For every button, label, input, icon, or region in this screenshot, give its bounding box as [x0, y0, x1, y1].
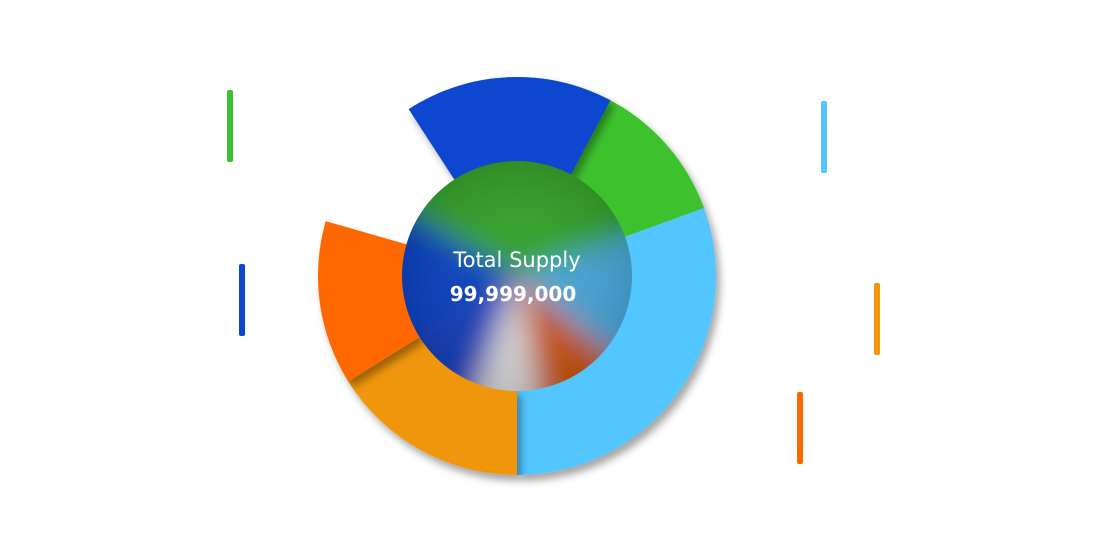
- donut-slice-1: [517, 207, 716, 476]
- legend-marker-green: [227, 90, 233, 162]
- hub-shade: [402, 161, 632, 391]
- legend-marker-blue: [239, 264, 245, 336]
- legend-marker-orange: [797, 392, 803, 464]
- center-value: 99,999,000: [450, 282, 577, 306]
- donut-slice-3: [318, 221, 422, 382]
- donut-slice-4: [408, 77, 611, 182]
- center-title: Total Supply: [452, 248, 580, 272]
- donut-slices: [318, 77, 716, 476]
- legend-marker-light-blue: [821, 101, 827, 173]
- legend-marker-amber: [874, 283, 880, 355]
- donut-slice-2: [348, 335, 517, 475]
